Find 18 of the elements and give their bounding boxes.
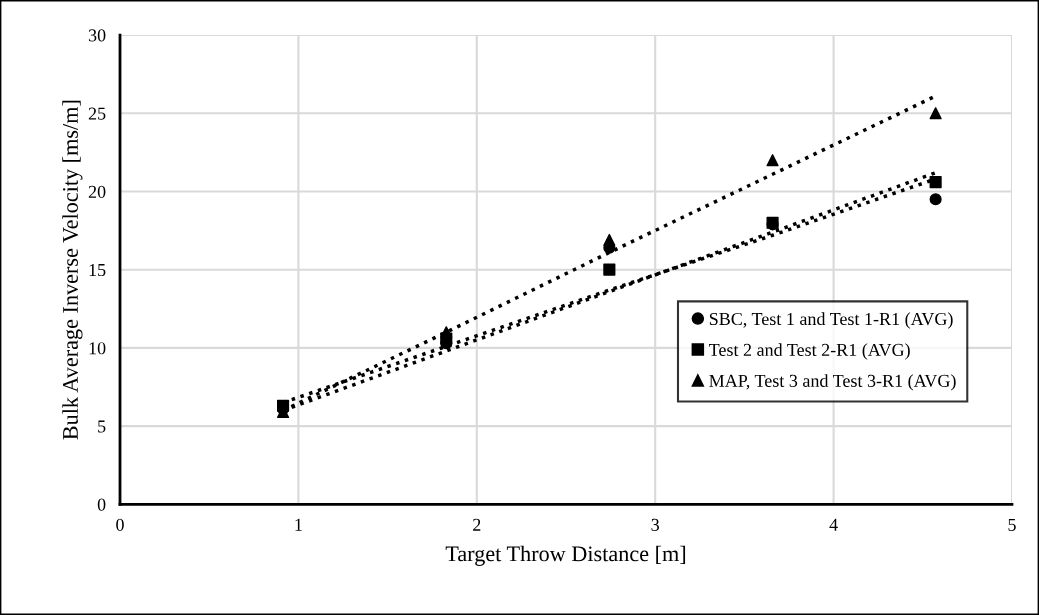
x-tick-label: 0 (116, 518, 124, 531)
x-tick-label: 5 (1008, 518, 1016, 531)
x-tick-label: 2 (473, 518, 481, 531)
y-axis-title: Bulk Average Inverse Velocity [ms/m] (62, 100, 83, 440)
x-axis-title: Target Throw Distance [m] (445, 545, 686, 566)
legend-label: SBC, Test 1 and Test 1-R1 (AVG) (709, 312, 953, 329)
x-tick-label: 1 (295, 518, 302, 531)
y-tick-label: 30 (88, 29, 106, 42)
y-tick-label: 10 (89, 342, 106, 355)
legend-label: MAP, Test 3 and Test 3-R1 (AVG) (709, 374, 956, 391)
y-tick-label: 15 (89, 264, 106, 277)
y-tick-label: 25 (88, 107, 106, 120)
legend-label: Test 2 and Test 2-R1 (AVG) (709, 343, 910, 360)
y-tick-label: 0 (97, 498, 106, 511)
y-tick-label: 5 (98, 420, 106, 433)
x-tick-label: 4 (829, 518, 838, 531)
x-tick-label: 3 (651, 518, 659, 531)
y-tick-label: 20 (88, 185, 106, 198)
